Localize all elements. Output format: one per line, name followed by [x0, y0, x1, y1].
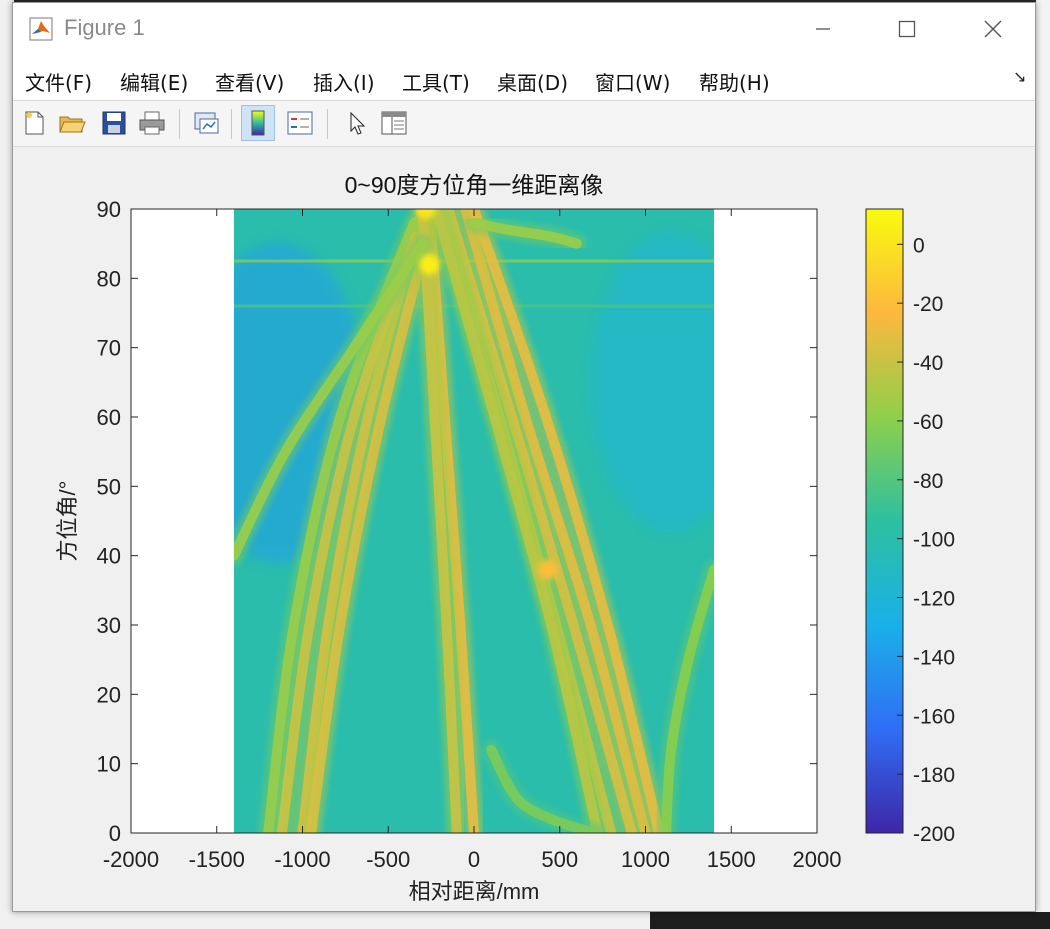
colorbar-tick-label: -200 [913, 823, 955, 846]
heatmap-trace [417, 209, 462, 833]
menu-help[interactable]: 帮助(H) [699, 71, 770, 95]
menu-bar: 文件(F) 编辑(E) 查看(V) 插入(I) 工具(T) 桌面(D) 窗口(W… [13, 55, 1035, 101]
colorbar-button[interactable] [241, 105, 275, 141]
background-window-right [1036, 0, 1050, 929]
open-file-button[interactable] [55, 105, 89, 141]
y-tick-label: 10 [97, 752, 121, 777]
menu-view[interactable]: 查看(V) [215, 71, 285, 95]
close-icon [984, 20, 1002, 38]
maximize-button[interactable] [877, 7, 937, 51]
heatmap-trace [469, 217, 582, 249]
heatmap-trace [486, 744, 599, 833]
colorbar-icon [251, 110, 265, 136]
heatmap-image [233, 209, 715, 833]
property-editor-icon [381, 111, 407, 135]
minimize-button[interactable] [793, 7, 853, 51]
x-tick-label: -1000 [274, 847, 330, 872]
x-tick-label: 0 [468, 847, 480, 872]
toolbar [13, 101, 1035, 147]
menu-desktop[interactable]: 桌面(D) [497, 71, 569, 95]
menu-file[interactable]: 文件(F) [25, 71, 93, 95]
minimize-icon [816, 28, 830, 30]
y-tick-label: 30 [97, 613, 121, 638]
heatmap-trace [306, 209, 440, 833]
heatmap-hot-spot [415, 209, 436, 219]
heatmap-trace [661, 564, 715, 833]
matlab-logo-icon [29, 17, 53, 41]
property-editor-button[interactable] [377, 105, 411, 141]
chart-title: 0~90度方位角一维距离像 [345, 172, 604, 198]
figure-window: Figure 1 文件(F) 编辑(E) 查看(V) 插入(I) 工具(T) 桌… [12, 2, 1036, 912]
window-title: Figure 1 [64, 15, 145, 40]
y-tick-label: 40 [97, 544, 121, 569]
save-button[interactable] [97, 105, 131, 141]
print-icon [139, 111, 165, 135]
x-tick-label: -2000 [103, 847, 159, 872]
y-tick-label: 20 [97, 682, 121, 707]
heatmap-trace [431, 209, 603, 833]
y-axis-label: 方位角/° [55, 481, 80, 562]
menu-tools[interactable]: 工具(T) [402, 71, 470, 95]
y-tick-label: 50 [97, 474, 121, 499]
dock-arrow-icon[interactable]: ↘ [1013, 67, 1027, 86]
colorbar-tick-label: -160 [913, 705, 955, 728]
colorbar-tick-label: -140 [913, 646, 955, 669]
link-plot-icon [194, 112, 219, 134]
y-tick-label: 60 [97, 405, 121, 430]
heatmap-chart[interactable]: 0~90度方位角一维距离像 -2000 -1500 -1000 -500 0 500 100… [15, 147, 1033, 911]
heatmap-trace [233, 238, 428, 561]
heatmap-trace [276, 231, 421, 833]
legend-icon [287, 111, 313, 135]
x-tick-label: -500 [366, 847, 410, 872]
maximize-icon [898, 20, 916, 38]
pointer-button[interactable] [339, 105, 373, 141]
heatmap-trace [460, 209, 651, 833]
colorbar-tick-label: -180 [913, 764, 955, 787]
link-plot-button[interactable] [189, 105, 223, 141]
x-tick-label: -1500 [189, 847, 245, 872]
colorbar-tick-label: 0 [913, 234, 925, 257]
print-button[interactable] [135, 105, 169, 141]
y-tick-label: 70 [97, 336, 121, 361]
colorbar-tick-label: -60 [913, 411, 943, 434]
y-tick-label: 0 [109, 821, 121, 846]
x-tick-label: 1000 [621, 847, 670, 872]
figure-area: 0~90度方位角一维距离像 -2000 -1500 -1000 -500 0 500 100… [15, 147, 1033, 911]
background-window-left [0, 0, 14, 929]
title-bar[interactable]: Figure 1 [13, 3, 1035, 55]
colorbar-tick-label: -100 [913, 529, 955, 552]
colorbar-tick-label: -80 [913, 470, 943, 493]
colorbar-tick-label: -20 [913, 293, 943, 316]
taskbar-area [0, 912, 1050, 929]
x-tick-label: 1500 [707, 847, 756, 872]
colorbar[interactable] [865, 208, 904, 834]
colorbar-tick-label: -120 [913, 588, 955, 611]
x-tick-label: 500 [541, 847, 578, 872]
new-figure-icon [25, 111, 44, 135]
new-figure-button[interactable] [17, 105, 51, 141]
pointer-icon [350, 111, 366, 135]
heatmap-hot-spot [537, 559, 558, 580]
menu-insert[interactable]: 插入(I) [313, 71, 375, 95]
menu-edit[interactable]: 编辑(E) [120, 71, 189, 95]
x-tick-label: 2000 [793, 847, 842, 872]
heatmap-trace [469, 209, 665, 833]
close-button[interactable] [963, 7, 1023, 51]
colorbar-tick-label: -40 [913, 352, 943, 375]
heatmap-hot-spot [419, 254, 440, 275]
y-tick-label: 90 [97, 197, 121, 222]
legend-button[interactable] [283, 105, 317, 141]
y-tick-label: 80 [97, 266, 121, 291]
save-icon [102, 111, 126, 135]
x-axis-label: 相对距离/mm [409, 879, 540, 904]
menu-window[interactable]: 窗口(W) [595, 71, 671, 95]
open-file-icon [59, 116, 86, 133]
